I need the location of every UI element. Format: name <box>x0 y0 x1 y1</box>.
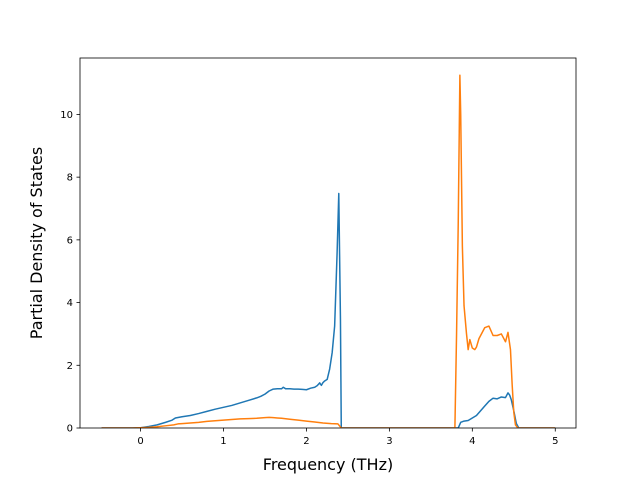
y-tick-label: 8 <box>67 173 73 184</box>
x-tick-label: 3 <box>386 436 392 447</box>
y-axis-label: Partial Density of States <box>27 147 46 339</box>
x-tick-label: 2 <box>303 436 309 447</box>
y-tick-label: 10 <box>60 110 73 121</box>
y-tick-label: 2 <box>67 361 73 372</box>
y-tick-label: 6 <box>67 235 73 246</box>
x-tick-label: 1 <box>220 436 226 447</box>
x-ticks: 0 1 2 3 4 5 <box>137 428 558 447</box>
y-tick-label: 0 <box>67 424 73 435</box>
y-tick-label: 4 <box>67 298 73 309</box>
x-axis-label: Frequency (THz) <box>263 455 393 474</box>
series-line-2 <box>101 74 556 428</box>
x-tick-label: 0 <box>137 436 143 447</box>
y-ticks: 0 2 4 6 8 10 <box>60 110 80 435</box>
series-line-1 <box>101 192 556 428</box>
series-layer <box>101 74 556 428</box>
axes: 0 1 2 3 4 5 0 2 4 6 8 10 Frequency (THz) Partial D… <box>27 57 577 474</box>
x-tick-label: 5 <box>552 436 558 447</box>
plot-frame <box>79 57 577 429</box>
x-tick-label: 4 <box>469 436 475 447</box>
